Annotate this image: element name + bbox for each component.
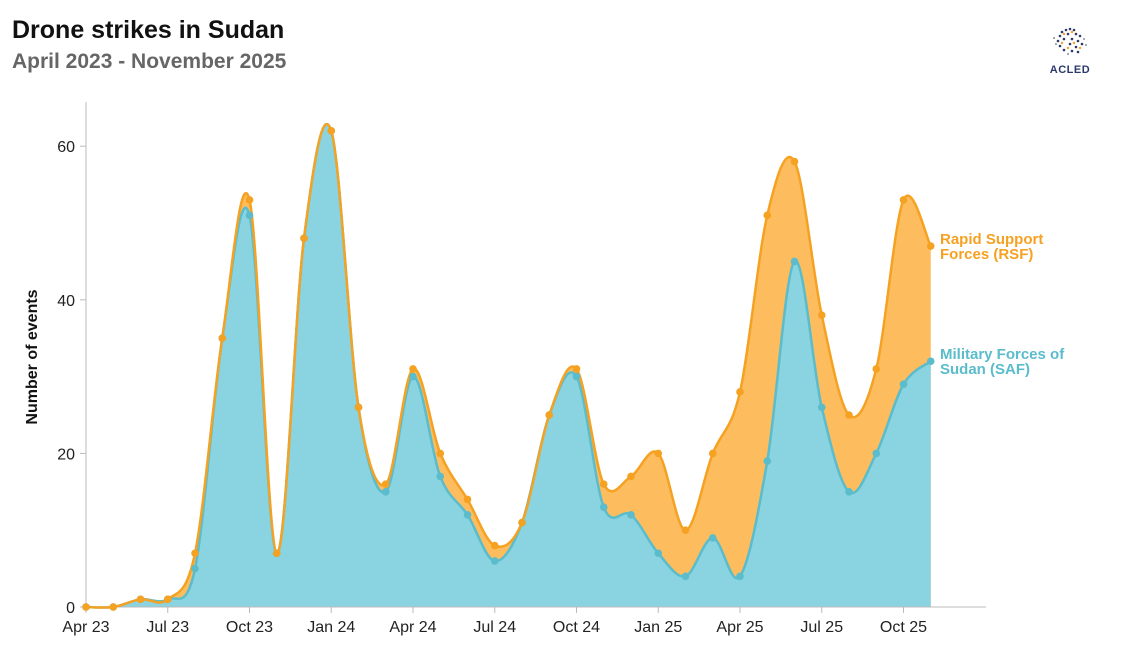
x-tick-label: Jul 24 <box>473 619 516 636</box>
y-axis-label: Number of events <box>24 289 41 424</box>
point-layer <box>82 127 935 611</box>
acled-logo: ACLED <box>1040 22 1100 78</box>
rsf-point <box>627 472 635 481</box>
rsf-point <box>436 449 445 458</box>
x-tick-label: Apr 25 <box>716 619 763 636</box>
rsf-point <box>327 127 336 135</box>
x-tick-label: Jan 24 <box>307 619 355 636</box>
series-labels: Rapid Support Forces (RSF) Military Forces… <box>940 231 1065 378</box>
chart-title: Drone strikes in Sudan <box>12 16 285 44</box>
rsf-point <box>790 157 799 166</box>
rsf-point <box>409 365 417 373</box>
globe-icon <box>1052 27 1088 56</box>
saf-point <box>572 372 581 381</box>
saf-point <box>845 488 853 496</box>
saf-point <box>463 511 472 519</box>
rsf-point <box>163 595 172 604</box>
x-tick-label: Apr 24 <box>389 619 436 636</box>
saf-point <box>381 488 390 496</box>
area-layer <box>86 124 931 608</box>
x-tick-label: Jan 25 <box>634 619 682 636</box>
saf-series-label-line: Sudan (SAF) <box>940 361 1030 378</box>
y-tick-label: 20 <box>57 446 75 463</box>
rsf-point <box>736 388 744 396</box>
saf-point <box>409 372 417 381</box>
rsf-point <box>926 242 935 250</box>
saf-series-label: Military Forces of Sudan (SAF) <box>940 346 1065 378</box>
saf-area <box>86 124 931 608</box>
saf-point <box>490 557 499 565</box>
saf-point <box>790 257 799 266</box>
x-ticks: Apr 23 Jul 23 Oct 23 Jan 24 Apr 24 Jul 24 Oct … <box>62 607 927 636</box>
rsf-point <box>899 196 908 204</box>
rsf-point <box>490 541 499 550</box>
saf-point <box>627 511 635 519</box>
saf-point <box>191 564 199 573</box>
rsf-point <box>463 495 472 504</box>
rsf-point <box>708 449 717 458</box>
rsf-point <box>681 526 690 534</box>
rsf-series-label: Rapid Support Forces (RSF) <box>940 231 1043 263</box>
x-tick-label: Jul 25 <box>800 619 843 636</box>
x-tick-label: Oct 24 <box>553 619 600 636</box>
saf-point <box>763 457 772 465</box>
saf-point <box>736 572 744 581</box>
rsf-point <box>545 411 554 419</box>
y-tick-label: 0 <box>66 600 75 617</box>
rsf-point <box>272 549 281 558</box>
rsf-point <box>599 480 608 488</box>
rsf-point <box>817 311 826 319</box>
y-tick-label: 40 <box>57 293 75 310</box>
saf-point <box>599 503 608 511</box>
rsf-point <box>518 518 526 527</box>
rsf-point <box>218 334 227 343</box>
axes-layer <box>85 102 986 608</box>
saf-point <box>926 357 935 366</box>
chart-subtitle: April 2023 - November 2025 <box>12 50 287 73</box>
saf-point <box>899 380 908 389</box>
rsf-point <box>136 595 145 604</box>
rsf-series-label-line: Rapid Support <box>940 231 1043 248</box>
rsf-point <box>354 403 363 412</box>
saf-point <box>681 572 690 581</box>
rsf-series-label-line: Forces (RSF) <box>940 246 1033 263</box>
saf-point <box>245 211 254 220</box>
rsf-point <box>245 196 254 204</box>
rsf-point <box>872 365 881 373</box>
y-ticks: 0 20 40 60 <box>57 139 86 617</box>
logo-text: ACLED <box>1049 64 1091 76</box>
rsf-point <box>763 211 772 220</box>
x-tick-label: Oct 23 <box>226 619 273 636</box>
rsf-point <box>300 234 308 243</box>
x-tick-label: Jul 23 <box>146 619 189 636</box>
saf-point <box>872 449 881 458</box>
rsf-point <box>381 480 390 488</box>
x-tick-label: Apr 23 <box>62 619 109 636</box>
rsf-point <box>82 603 90 611</box>
rsf-point <box>654 449 663 458</box>
saf-series-label-line: Military Forces of <box>940 346 1065 363</box>
rsf-point <box>109 603 118 611</box>
saf-point <box>436 472 445 481</box>
rsf-point <box>572 365 581 373</box>
x-tick-label: Oct 25 <box>880 619 927 636</box>
saf-point <box>708 534 717 542</box>
rsf-point <box>191 549 199 558</box>
saf-point <box>817 403 826 412</box>
saf-point <box>654 549 663 558</box>
y-tick-label: 60 <box>57 139 75 156</box>
rsf-point <box>845 411 853 419</box>
